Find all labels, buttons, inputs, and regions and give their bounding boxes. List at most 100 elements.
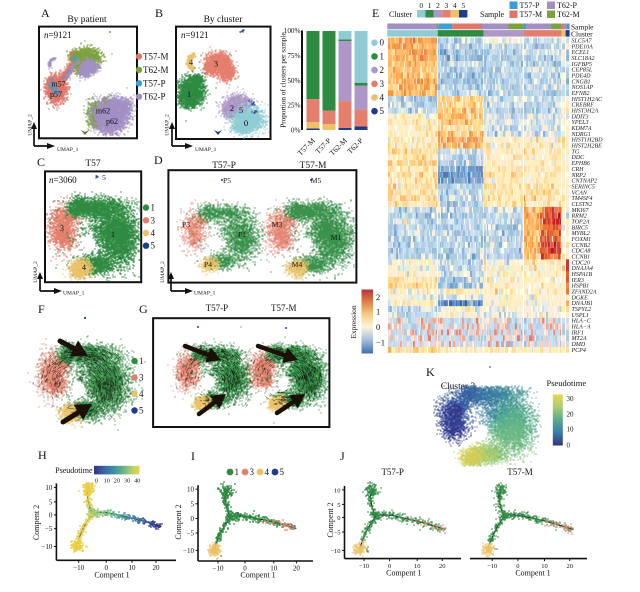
- svg-text:0: 0: [95, 478, 98, 485]
- svg-text:−10: −10: [41, 543, 52, 551]
- svg-text:−5: −5: [45, 525, 53, 533]
- svg-text:Cluster: Cluster: [571, 30, 593, 39]
- svg-text:10: 10: [187, 486, 195, 494]
- svg-text:Pseudotime: Pseudotime: [55, 466, 93, 475]
- svg-text:UMAP_1: UMAP_1: [195, 147, 217, 153]
- svg-text:P4: P4: [204, 260, 212, 269]
- svg-text:4: 4: [139, 389, 144, 399]
- svg-text:G: G: [139, 302, 148, 316]
- svg-text:DNAJA4: DNAJA4: [571, 265, 593, 272]
- svg-text:T57-M: T57-M: [271, 303, 297, 313]
- svg-text:M4: M4: [292, 260, 303, 269]
- svg-text:TM4SF4: TM4SF4: [572, 195, 593, 202]
- svg-text:1: 1: [151, 203, 156, 213]
- svg-text:0: 0: [243, 565, 247, 573]
- svg-text:3: 3: [60, 224, 64, 233]
- svg-text:0: 0: [567, 442, 571, 450]
- svg-text:KDM7A: KDM7A: [571, 126, 592, 132]
- svg-text:UMAP_2: UMAP_2: [165, 114, 171, 136]
- svg-text:1: 1: [428, 1, 432, 10]
- svg-text:0: 0: [104, 564, 108, 572]
- svg-text:T57-P: T57-P: [381, 467, 404, 477]
- svg-text:YPEL3: YPEL3: [572, 120, 589, 126]
- svg-text:CEP85L: CEP85L: [572, 68, 593, 74]
- svg-text:DMD: DMD: [571, 342, 586, 348]
- svg-text:CCNB1: CCNB1: [572, 254, 591, 260]
- svg-text:UMAP_1: UMAP_1: [63, 291, 85, 297]
- svg-text:K: K: [426, 365, 435, 379]
- svg-text:5: 5: [337, 502, 340, 509]
- svg-text:−10: −10: [73, 564, 84, 572]
- svg-text:Compent 2: Compent 2: [326, 502, 335, 537]
- svg-text:5: 5: [102, 173, 106, 182]
- svg-text:m62: m62: [96, 107, 110, 116]
- svg-text:1: 1: [139, 356, 144, 366]
- svg-text:Compent 1: Compent 1: [386, 569, 421, 578]
- svg-text:Sample: Sample: [480, 10, 504, 19]
- svg-text:CRH: CRH: [572, 167, 585, 173]
- svg-text:20: 20: [566, 563, 573, 570]
- svg-text:H: H: [38, 448, 47, 462]
- svg-text:75%: 75%: [287, 52, 300, 60]
- svg-text:−1: −1: [376, 338, 385, 348]
- svg-text:Compent 1: Compent 1: [94, 571, 129, 580]
- svg-text:FOXM1: FOXM1: [571, 237, 592, 243]
- svg-text:4: 4: [380, 93, 385, 103]
- svg-text:T57-M: T57-M: [300, 161, 327, 171]
- svg-text:NDRG1: NDRG1: [571, 132, 591, 138]
- svg-text:NRP2: NRP2: [571, 173, 586, 179]
- svg-text:T57-P: T57-P: [520, 1, 541, 10]
- svg-text:0: 0: [380, 38, 385, 48]
- svg-text:HSPA1B: HSPA1B: [571, 272, 593, 278]
- svg-text:HSPB1: HSPB1: [571, 284, 590, 290]
- svg-text:HLA−A: HLA−A: [571, 325, 591, 331]
- svg-text:10: 10: [541, 563, 548, 570]
- svg-text:−5: −5: [334, 530, 341, 537]
- svg-text:T62-M: T62-M: [557, 10, 580, 19]
- svg-text:10: 10: [414, 563, 421, 570]
- svg-text:T57-M: T57-M: [520, 10, 543, 19]
- svg-text:F: F: [38, 302, 45, 316]
- svg-text:2: 2: [230, 103, 234, 113]
- svg-text:0: 0: [516, 563, 519, 570]
- svg-text:10: 10: [129, 564, 137, 572]
- svg-text:Compent 2: Compent 2: [174, 504, 183, 539]
- svg-text:Cluster: Cluster: [389, 10, 412, 19]
- svg-text:I: I: [191, 449, 195, 463]
- svg-text:1: 1: [111, 230, 115, 239]
- svg-text:P1: P1: [238, 230, 246, 239]
- svg-text:DNAJB1: DNAJB1: [571, 301, 593, 307]
- svg-text:10: 10: [334, 487, 341, 494]
- svg-text:Compent 2: Compent 2: [32, 505, 41, 540]
- svg-text:−10: −10: [487, 563, 497, 570]
- svg-text:−10: −10: [213, 565, 224, 573]
- svg-text:4: 4: [151, 228, 156, 238]
- svg-text:T62-P: T62-P: [557, 1, 578, 10]
- svg-text:HIST1H2BD: HIST1H2BD: [571, 138, 604, 144]
- svg-text:Pseudotime: Pseudotime: [547, 378, 587, 388]
- svg-text:A: A: [41, 6, 50, 20]
- svg-text:4: 4: [189, 57, 194, 67]
- svg-text:3: 3: [139, 373, 144, 383]
- svg-text:PDE4D: PDE4D: [571, 73, 592, 80]
- svg-text:1: 1: [376, 307, 380, 317]
- svg-text:By cluster: By cluster: [204, 15, 244, 25]
- svg-text:T62-M: T62-M: [143, 65, 169, 75]
- svg-text:T62-P: T62-P: [143, 92, 166, 102]
- svg-text:Compent 1: Compent 1: [515, 569, 550, 578]
- svg-text:0: 0: [419, 1, 423, 10]
- svg-text:CCNB2: CCNB2: [572, 243, 591, 249]
- svg-text:4: 4: [265, 467, 270, 477]
- svg-text:20: 20: [153, 564, 161, 572]
- svg-text:ZFAND2A: ZFAND2A: [572, 289, 597, 295]
- svg-text:1: 1: [235, 467, 240, 477]
- svg-text:TG: TG: [572, 149, 580, 155]
- svg-text:10: 10: [45, 484, 53, 492]
- svg-text:−10: −10: [330, 548, 340, 555]
- svg-text:25%: 25%: [287, 102, 300, 110]
- svg-text:T57-P: T57-P: [206, 303, 229, 313]
- svg-text:1: 1: [187, 89, 191, 99]
- svg-text:5: 5: [239, 105, 243, 115]
- svg-text:4: 4: [82, 263, 86, 272]
- svg-text:M1: M1: [331, 233, 342, 242]
